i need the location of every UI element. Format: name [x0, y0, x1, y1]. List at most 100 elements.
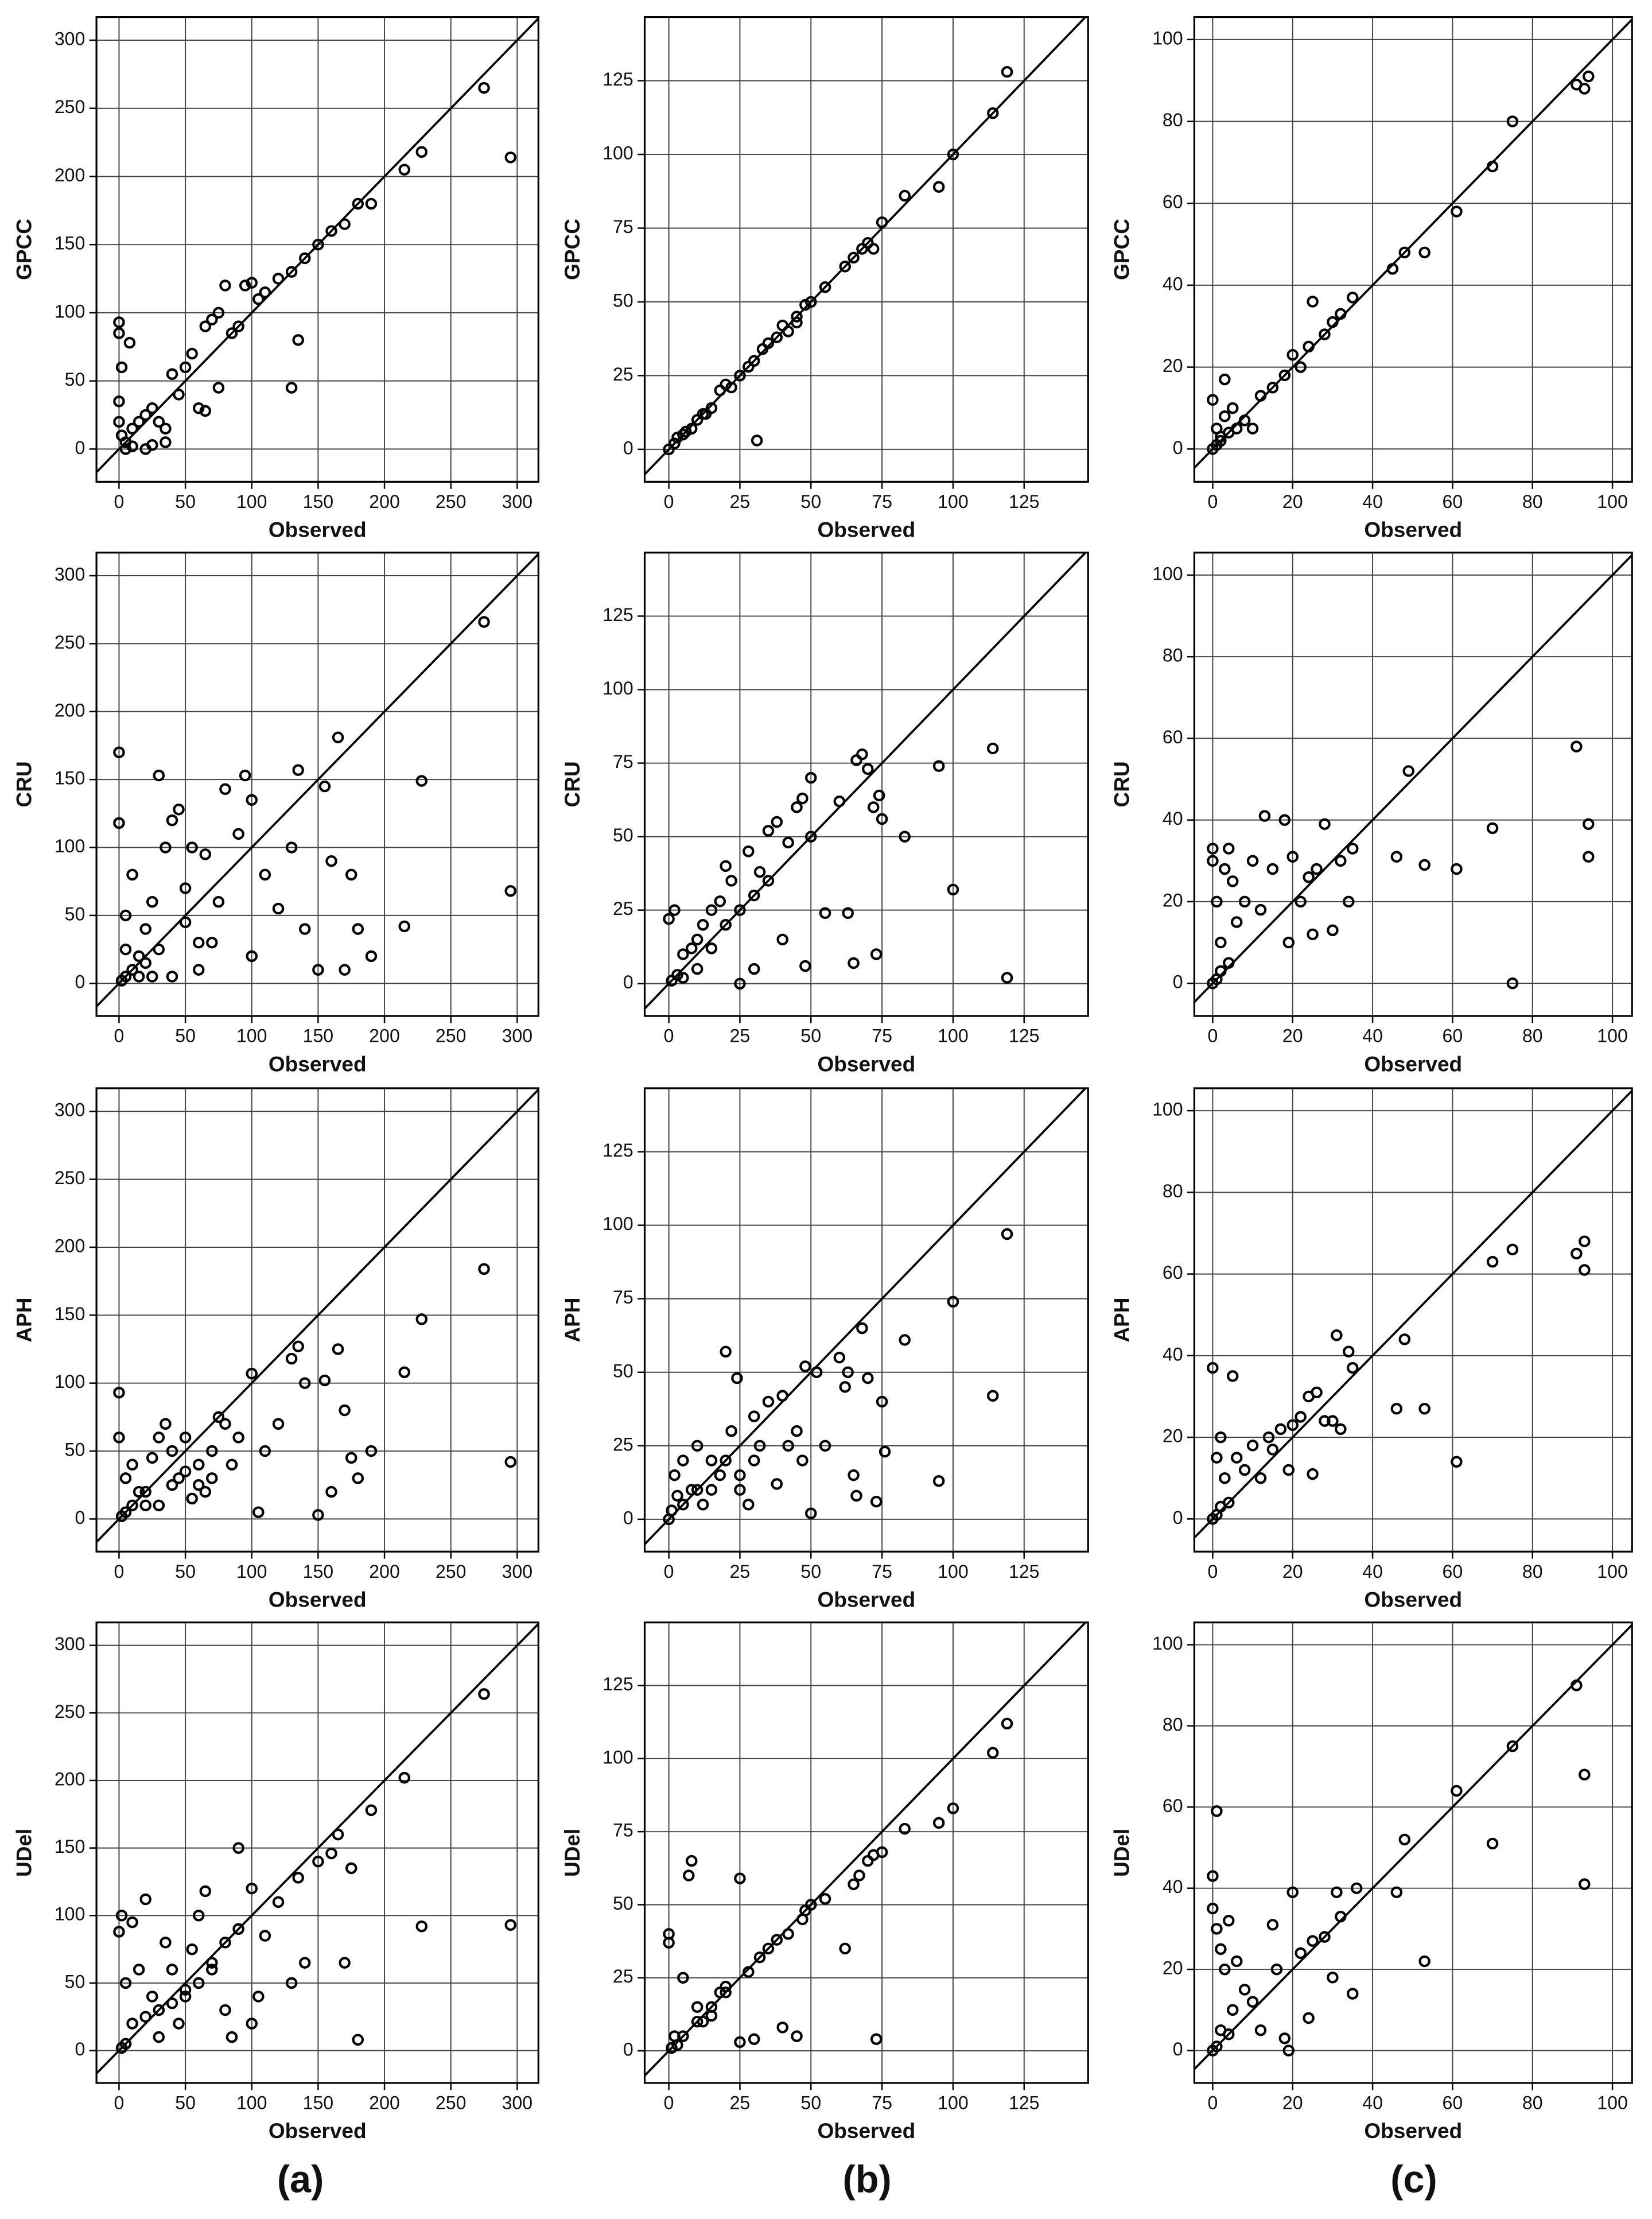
scatter-point	[119, 443, 132, 455]
scatter-point	[762, 875, 775, 887]
x-tick-label: 100	[938, 1026, 969, 1046]
scatter-point	[1327, 1415, 1339, 1427]
y-tick-label: 50	[65, 369, 85, 390]
scatter-point	[352, 923, 364, 935]
scatter-point	[1307, 296, 1319, 308]
scatter-point	[776, 933, 788, 946]
scatter-point	[115, 975, 128, 987]
scatter-point	[352, 1472, 364, 1484]
scatter-point	[259, 868, 271, 881]
y-tick-label: 100	[1152, 1633, 1183, 1654]
scatter-point	[819, 907, 831, 920]
y-tick-label: 150	[55, 768, 85, 789]
x-tick-label: 200	[369, 1026, 400, 1046]
scatter-point	[1451, 1456, 1463, 1468]
scatter-point	[1286, 851, 1299, 863]
x-tick-label: 25	[730, 2093, 751, 2113]
scatter-point	[113, 1432, 125, 1444]
x-tick-label: 40	[1362, 2093, 1383, 2113]
x-tick-label: 0	[114, 1026, 125, 1046]
scatter-point	[139, 957, 151, 969]
scatter-point	[173, 1472, 185, 1484]
scatter-point	[1207, 1870, 1219, 1882]
x-tick-label: 100	[1597, 1026, 1628, 1046]
scatter-point	[666, 2042, 678, 2054]
y-axis-label: UDel	[560, 1829, 584, 1877]
scatter-point	[870, 948, 883, 960]
scatter-point	[899, 1822, 911, 1835]
scatter-point	[1230, 916, 1243, 928]
scatter-point	[720, 1980, 732, 1993]
x-tick-label: 250	[436, 1561, 467, 1582]
scatter-point	[199, 1485, 212, 1498]
scatter-point	[252, 1506, 265, 1518]
scatter-point	[748, 355, 760, 367]
scatter-point	[1219, 863, 1231, 875]
scatter-point	[819, 1440, 831, 1452]
x-tick-label: 50	[800, 1026, 821, 1046]
scatter-point	[1286, 1886, 1299, 1899]
scatter-point	[1418, 1955, 1431, 1968]
scatter-point	[1307, 928, 1319, 941]
scatter-point	[119, 943, 132, 956]
scatter-point	[219, 280, 231, 292]
y-axis-label: CRU	[1110, 761, 1134, 807]
scatter-point	[206, 1472, 218, 1484]
y-tick-label: 25	[613, 1966, 633, 1987]
scatter-point	[748, 1454, 760, 1467]
scatter-point	[691, 2015, 703, 2028]
panel-label: (a)	[277, 2158, 324, 2201]
scatter-point	[133, 950, 145, 963]
y-tick-label: 150	[55, 1304, 85, 1324]
scatter-point	[398, 1366, 410, 1378]
y-tick-label: 50	[613, 1893, 633, 1914]
plot-frame	[1193, 1087, 1633, 1553]
scatter-point	[166, 1445, 178, 1457]
scatter-point	[833, 1351, 846, 1364]
scatter-point	[1335, 308, 1347, 320]
x-axis-label: Observed	[1364, 518, 1462, 542]
scatter-point	[932, 181, 945, 193]
scatter-point	[365, 950, 378, 963]
x-tick-label: 75	[872, 1026, 892, 1046]
scatter-point	[1211, 1923, 1223, 1935]
scatter-point	[192, 402, 205, 414]
x-tick-label: 100	[938, 491, 969, 512]
scatter-point	[115, 1910, 128, 1922]
scatter-point	[153, 769, 165, 782]
scatter-point	[1215, 936, 1227, 949]
y-tick-label: 60	[1163, 1262, 1183, 1283]
x-tick-label: 150	[303, 1561, 334, 1582]
scatter-point	[345, 868, 357, 881]
scatter-point	[791, 2030, 803, 2042]
x-axis-label: Observed	[817, 1587, 915, 1611]
y-tick-label: 200	[55, 165, 85, 185]
scatter-point	[947, 148, 959, 161]
scatter-point	[113, 316, 125, 328]
scatter-point	[259, 286, 271, 298]
scatter-point	[856, 1322, 868, 1334]
y-tick-label: 125	[603, 69, 633, 90]
scatter-point	[478, 1688, 490, 1700]
scatter-point	[1278, 369, 1291, 382]
y-tick-label: 0	[623, 2039, 633, 2059]
scatter-point	[199, 848, 212, 860]
reference-line	[1194, 1624, 1633, 2070]
reference-line	[95, 1089, 539, 1543]
y-axis-label: CRU	[560, 761, 584, 807]
x-tick-label: 150	[303, 1026, 334, 1046]
scatter-point	[206, 1964, 218, 1976]
scatter-point	[226, 1458, 238, 1471]
scatter-point	[1571, 740, 1583, 752]
scatter-point	[720, 1345, 732, 1358]
scatter-point	[799, 298, 811, 311]
x-tick-label: 125	[1009, 1026, 1040, 1046]
scatter-point	[226, 2031, 238, 2043]
scatter-point	[1295, 1947, 1307, 1960]
scatter-point	[1226, 875, 1239, 887]
scatter-point	[876, 1395, 888, 1408]
scatter-point	[126, 422, 138, 435]
scatter-point	[272, 273, 285, 285]
y-tick-label: 40	[1163, 1876, 1183, 1897]
x-axis-label: Observed	[817, 2119, 915, 2143]
